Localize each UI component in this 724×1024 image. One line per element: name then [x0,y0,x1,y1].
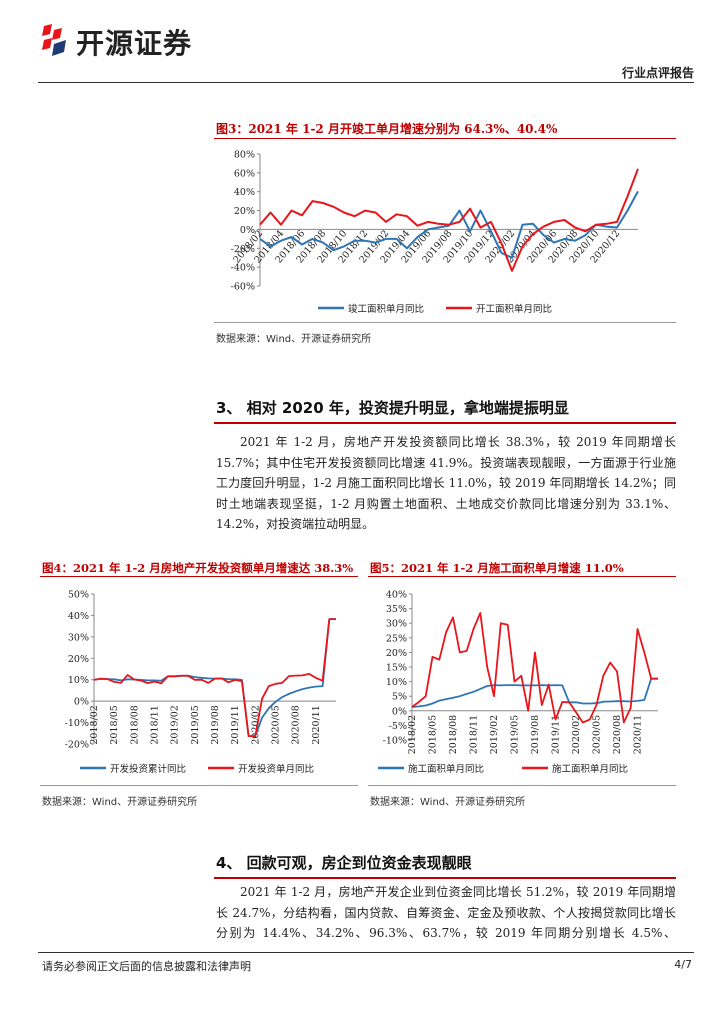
figure5-chart: 40% 35% 30% 25% 20% 15% 10% 5% 0% -5% -10% 2018/02 2… [368,580,676,780]
y-tick-label: 0% [240,225,255,236]
y-tick-label: 0% [74,697,89,708]
y-tick-label: 60% [234,168,255,179]
figure4-source: 数据来源：Wind、开源证券研究所 [42,797,198,808]
x-tick-label: 2019/05 [190,705,201,744]
x-tick-label: 2019/08 [530,715,541,754]
footer-disclaimer: 请务必参阅正文后面的信息披露和法律声明 [42,960,251,973]
page-number: 4/7 [674,958,692,971]
x-tick-label: 2019/11 [551,715,562,754]
y-tick-label: 40% [386,590,407,601]
series-line-2 [93,618,336,738]
figure4-chart: 50% 40% 30% 20% 10% 0% -10% -20% 2018/02 2018/05 2… [40,580,358,780]
x-tick-label: 2020/11 [633,715,644,754]
section4-paragraph-text: 2021 年 1-2 月，房地产开发企业到位资金同比增长 51.2%，较 201… [216,885,676,940]
x-tick-label: 2018/02 [89,705,100,744]
figure3-chart-svg: 80%60%40%20%0%-20%-40%-60%2018/022018/04… [231,150,639,315]
x-tick-label: 2018/08 [448,715,459,754]
y-tick-label: 5% [392,692,407,703]
figure3-title: 图3：2021 年 1-2 月开竣工单月增速分别为 64.3%、40.4% [216,122,558,136]
figure3-source: 数据来源：Wind、开源证券研究所 [216,334,372,345]
y-tick-label: 40% [68,611,89,622]
section4-heading-rule [214,877,676,879]
y-tick-label: 0% [392,706,407,717]
figure4-title-rule [40,576,358,577]
legend-label-2: 开发投资单月同比 [238,763,314,775]
x-tick-label: 2020/02 [250,705,261,744]
y-tick-label: 10% [68,675,89,686]
figure3-title-rule [214,138,676,139]
y-tick-label: 20% [386,648,407,659]
figure3-chart: 80% 60% 40% 20% 0% -20% -40% -60% 2018/02 2018/04… [214,140,676,320]
x-tick-label: 2019/02 [170,705,181,744]
y-tick-label: 80% [234,150,255,161]
legend-label-1: 竣工面积单月同比 [348,303,424,315]
series-line-2 [259,168,639,272]
section4-paragraph: 2021 年 1-2 月，房地产开发企业到位资金同比增长 51.2%，较 201… [216,882,676,944]
x-tick-label: 2018/02 [407,715,418,754]
figure5-title-rule [368,576,676,577]
y-tick-label: -20% [231,244,255,255]
y-tick-label: 50% [68,590,89,601]
legend-label-2: 施工面积单月同比 [552,763,628,775]
y-tick-label: 20% [234,206,255,217]
y-tick-label: -10% [383,736,407,747]
legend-label-1: 施工面积单月同比 [408,763,484,775]
header-rule [38,82,694,83]
brand-logo [40,22,70,58]
x-tick-label: 2020/11 [311,705,322,744]
x-tick-label: 2020/05 [592,715,603,754]
figure5-bottom-rule [368,785,676,786]
y-tick-label: -5% [389,721,407,732]
y-tick-label: 10% [386,677,407,688]
y-tick-label: 35% [386,604,407,615]
x-tick-label: 2020/05 [271,705,282,744]
figure5-chart-svg: 40% 35% 30% 25% 20% 15% 10% 5% 0% -5% -10% 2018/02 2… [378,590,658,775]
x-tick-label: 2018/05 [428,715,439,754]
figure4-bottom-rule [40,785,358,786]
x-tick-label: 2020/08 [291,705,302,744]
section4-heading: 4、 回款可观，房企到位资金表现靓眼 [216,854,472,872]
x-tick-label: 2019/05 [510,715,521,754]
figure4-title: 图4：2021 年 1-2 月房地产开发投资额单月增速达 38.3% [42,561,354,575]
y-tick-label: -10% [65,718,89,729]
y-tick-label: -40% [231,263,255,274]
y-tick-label: 25% [386,633,407,644]
x-tick-label: 2018/05 [109,705,120,744]
x-tick-label: 2019/08 [210,705,221,744]
series-line-1 [411,677,658,708]
x-tick-label: 2018/11 [150,705,161,744]
y-tick-label: 30% [386,619,407,630]
section3-heading: 3、 相对 2020 年，投资提升明显，拿地端提振明显 [216,399,569,417]
legend-label-2: 开工面积单月同比 [476,303,552,315]
figure5-title: 图5：2021 年 1-2 月施工面积单月增速 11.0% [370,561,624,575]
legend-label-1: 开发投资累计同比 [110,763,186,775]
figure4-chart-svg: 50% 40% 30% 20% 10% 0% -10% -20%2018/02 2018/05 2… [65,590,336,775]
figure5-source: 数据来源：Wind、开源证券研究所 [370,797,526,808]
brand-logo-icon [42,24,66,56]
x-tick-label: 2018/08 [129,705,140,744]
section3-paragraph-text: 2021 年 1-2 月，房地产开发投资额同比增长 38.3%，较 2019 年… [216,435,676,531]
x-tick-label: 2020/02 [571,715,582,754]
footer-rule [38,952,694,953]
brand-name: 开源证券 [76,27,193,60]
report-type: 行业点评报告 [621,66,694,80]
y-tick-label: 20% [68,654,89,665]
section3-heading-rule [214,422,676,424]
series-line-2 [411,612,658,724]
section3-paragraph: 2021 年 1-2 月，房地产开发投资额同比增长 38.3%，较 2019 年… [216,432,676,535]
y-tick-label: -20% [65,740,89,751]
y-tick-label: 30% [68,632,89,643]
y-tick-label: 15% [386,663,407,674]
y-tick-label: -60% [231,282,255,293]
x-tick-label: 2019/11 [230,705,241,744]
y-tick-label: 40% [234,187,255,198]
figure3-bottom-rule [214,322,676,323]
x-tick-label: 2020/08 [612,715,623,754]
x-tick-label: 2018/11 [469,715,480,754]
x-tick-label: 2019/02 [489,715,500,754]
